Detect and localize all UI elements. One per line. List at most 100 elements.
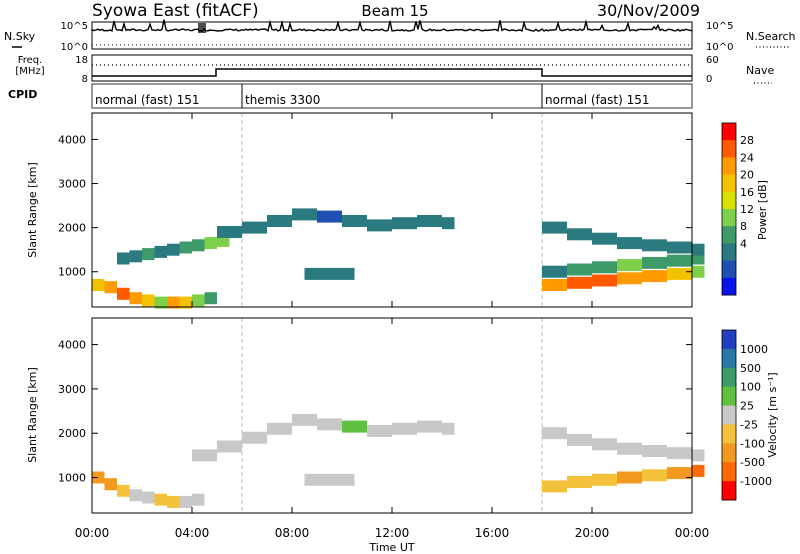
range-time-cell (167, 296, 180, 309)
range-time-cell (317, 473, 330, 486)
range-time-cell (667, 241, 692, 254)
range-time-cell (567, 433, 592, 446)
range-time-cell (617, 259, 642, 272)
time-x-axis: 00:00 04:00 08:00 12:00 16:00 20:00 00:00 (75, 113, 709, 540)
range-time-cell (104, 478, 117, 491)
range-time-cell (442, 422, 455, 435)
range-time-cell (667, 267, 692, 280)
range-time-cell (192, 493, 205, 506)
nave-label: Nave (746, 64, 774, 77)
cpid-frame (91, 83, 693, 109)
range-time-cell (667, 447, 692, 460)
colorbar-tick-label: 24 (740, 151, 754, 164)
range-time-cell (617, 471, 642, 484)
noise-trace (91, 19, 693, 46)
freq-left-tick-top: 18 (75, 55, 88, 66)
x-tick-label: 00:00 (75, 526, 110, 540)
range-time-cell (367, 219, 392, 232)
colorbar-tick-label: -25 (740, 418, 758, 431)
range-time-cell (292, 413, 317, 426)
range-time-cell (542, 279, 567, 291)
y-tick-label: 3000 (58, 383, 86, 396)
colorbar-swatch (722, 209, 736, 227)
range-time-cell (392, 422, 417, 435)
range-time-cell (667, 254, 692, 267)
colorbar-swatch (722, 424, 736, 444)
velocity-panel: Slant Range [km] 4000 3000 2000 1000 1000 50… (26, 317, 779, 514)
range-time-cell (192, 449, 217, 462)
range-time-cell (692, 265, 705, 278)
range-time-cell (592, 232, 617, 245)
beam-title: Beam 15 (361, 2, 428, 20)
range-time-cell (217, 440, 242, 453)
range-time-cell (417, 420, 442, 433)
freq-panel-frame (91, 54, 693, 82)
colorbar-swatch (722, 386, 736, 407)
range-time-cell (367, 425, 392, 437)
colorbar-swatch (722, 157, 736, 176)
x-tick-label: 04:00 (175, 526, 210, 540)
range-time-cell (692, 449, 705, 462)
range-time-cell (179, 495, 192, 508)
power-colorbar-label: Power [dB] (756, 180, 769, 240)
noise-left-tick-top: 10^5 (61, 21, 88, 32)
range-time-cell (179, 296, 192, 309)
range-time-cell (192, 294, 205, 307)
range-time-cell (204, 237, 217, 250)
velocity-colorbar: 1000 500 100 25 -25 -100 -500 -1000 (721, 329, 772, 501)
range-time-cell (617, 442, 642, 455)
x-tick-label: 08:00 (275, 526, 310, 540)
freq-left-tick-bottom: 8 (82, 74, 88, 85)
x-axis-label: Time UT (368, 541, 414, 554)
colorbar-tick-label: 16 (740, 186, 754, 199)
freq-right-tick-bottom: 0 (706, 74, 712, 85)
range-time-cell (242, 221, 267, 234)
range-time-cell (692, 464, 705, 477)
range-time-cell (592, 473, 617, 486)
colorbar-swatch (722, 462, 736, 482)
range-time-cell (117, 252, 130, 265)
colorbar-tick-label: 500 (740, 362, 761, 375)
colorbar-frame (721, 329, 737, 501)
colorbar-swatch (722, 260, 736, 279)
range-time-cell (154, 245, 167, 258)
range-time-cell (342, 420, 367, 433)
freq-right-tick-top: 60 (706, 55, 719, 66)
colorbar-swatch (722, 443, 736, 463)
cpid-segment-label: normal (fast) 151 (545, 93, 649, 107)
range-time-cell (129, 292, 142, 305)
noise-panel-frame (91, 21, 693, 50)
colorbar-tick-label: -100 (740, 437, 765, 450)
range-time-cell (292, 208, 317, 221)
range-time-cell (317, 418, 342, 431)
colorbar-swatch (722, 348, 736, 369)
range-time-cell (342, 215, 367, 227)
range-time-cell (329, 267, 342, 280)
range-time-cell (204, 292, 217, 305)
cpid-segments: normal (fast) 151 themis 3300 normal (fast… (95, 84, 649, 108)
colorbar-tick-label: 1000 (740, 343, 768, 356)
range-time-cell (342, 473, 355, 486)
range-time-cell (329, 473, 342, 486)
range-time-cell (542, 265, 567, 278)
velocity-ylabel: Slant Range [km] (26, 367, 39, 463)
frequency-trace (92, 68, 692, 77)
range-time-cell (117, 287, 130, 300)
colorbar-tick-label: 25 (740, 400, 754, 413)
range-time-cell (617, 272, 642, 285)
noise-right-tick-bottom: 10^0 (706, 42, 733, 53)
colorbar-frame (721, 122, 737, 296)
y-tick-label: 2000 (58, 222, 86, 235)
cpid-segment-label: themis 3300 (245, 93, 320, 107)
colorbar-swatch (722, 330, 736, 350)
range-time-cell (242, 431, 267, 444)
range-time-cell (267, 422, 292, 435)
range-time-cell (129, 489, 142, 502)
range-time-cell (567, 228, 592, 241)
range-time-cell (442, 217, 455, 230)
freq-label-line2: [MHz] (15, 66, 44, 77)
range-time-cell (642, 469, 667, 482)
range-time-cell (217, 226, 242, 238)
range-time-cell (642, 256, 667, 269)
colorbar-swatch (722, 367, 736, 388)
